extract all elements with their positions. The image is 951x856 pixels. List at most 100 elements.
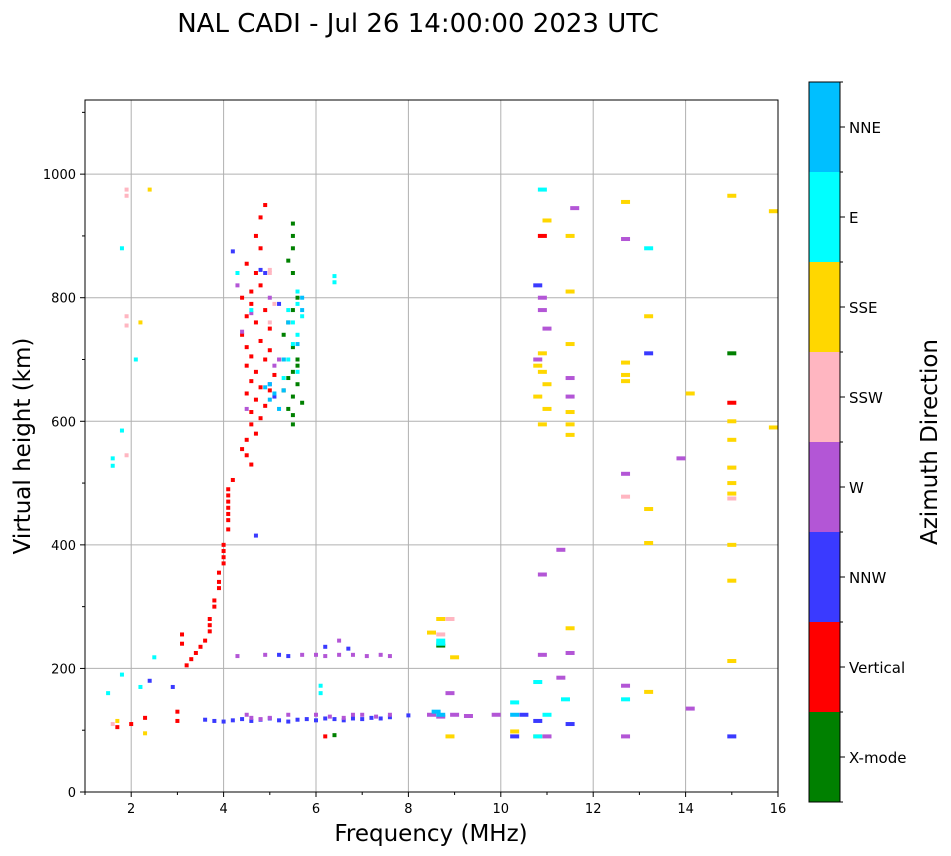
echo-point-w-33 (556, 547, 566, 552)
echo-point-e-29 (318, 691, 323, 696)
echo-point-w-5 (314, 712, 318, 717)
echo-point-vertical-51 (216, 586, 221, 591)
echo-point-e-7 (138, 684, 143, 689)
echo-point-vertical-2 (253, 233, 258, 238)
echo-point-sse-15 (565, 289, 575, 294)
echo-point-vertical-1 (258, 215, 263, 220)
echo-point-nnw-38 (147, 678, 152, 683)
y-tick-label-1: 200 (51, 662, 76, 677)
echo-point-vertical-49 (216, 570, 221, 575)
echo-point-vertical-66 (129, 722, 134, 727)
echo-point-sse-26 (644, 507, 654, 512)
echo-point-nnw-0 (203, 717, 208, 722)
echo-point-nne-8 (281, 357, 286, 362)
echo-point-nnw-10 (295, 717, 300, 722)
echo-point-sse-5 (445, 734, 455, 739)
echo-point-sse-11 (542, 406, 552, 411)
echo-point-w-8 (350, 712, 355, 717)
echo-point-e-31 (436, 641, 446, 646)
echo-point-w-14 (450, 712, 460, 717)
echo-point-x-mode-13 (295, 382, 300, 387)
echo-point-w-26 (337, 638, 342, 643)
x-tick-label-1: 4 (219, 802, 227, 817)
echo-point-ssw-7 (272, 301, 277, 306)
echo-point-x-mode-9 (290, 345, 295, 350)
echo-point-sse-43 (143, 731, 148, 736)
echo-point-w-22 (350, 652, 355, 657)
echo-point-vertical-24 (258, 385, 263, 390)
echo-point-w-53 (244, 406, 249, 411)
echo-point-sse-34 (727, 481, 737, 486)
echo-point-vertical-60 (189, 657, 194, 662)
echo-point-nne-5 (281, 388, 286, 393)
echo-point-nnw-21 (406, 713, 411, 718)
echo-point-ssw-14 (110, 722, 115, 727)
echo-point-vertical-48 (221, 561, 226, 566)
echo-point-vertical-52 (212, 598, 217, 603)
colorbar-label-5: SSE (849, 299, 878, 317)
colorbar-segment-5 (809, 262, 840, 352)
echo-point-sse-16 (565, 342, 575, 347)
echo-point-w-52 (272, 363, 277, 368)
echo-point-vertical-68 (175, 718, 180, 723)
echo-point-nnw-31 (277, 301, 282, 306)
echo-point-vertical-25 (267, 388, 272, 393)
colorbar-segment-7 (809, 82, 840, 172)
y-axis-label: Virtual height (km) (10, 338, 36, 555)
echo-point-vertical-44 (226, 527, 231, 532)
echo-point-sse-28 (644, 689, 654, 694)
colorbar-segment-3 (809, 442, 840, 532)
echo-point-vertical-58 (198, 644, 203, 649)
echo-point-w-24 (378, 652, 383, 657)
echo-point-w-1 (249, 715, 254, 720)
echo-point-x-mode-8 (281, 332, 286, 337)
echo-point-sse-22 (621, 360, 631, 365)
echo-point-vertical-20 (244, 363, 249, 368)
echo-point-sse-24 (621, 379, 631, 384)
echo-point-e-0 (110, 456, 115, 461)
echo-point-sse-8 (537, 369, 547, 374)
echo-point-ssw-12 (727, 496, 737, 501)
echo-point-vertical-3 (258, 246, 263, 251)
echo-point-sse-27 (644, 541, 654, 546)
echo-point-nnw-14 (332, 717, 337, 722)
echo-point-x-mode-18 (290, 413, 295, 418)
echo-point-nnw-37 (644, 351, 654, 356)
echo-point-nne-7 (295, 342, 300, 347)
echo-point-ssw-2 (124, 314, 129, 319)
echo-point-vertical-54 (207, 617, 212, 621)
echo-point-vertical-70 (537, 233, 547, 238)
echo-point-vertical-4 (244, 261, 249, 266)
x-tick-label-6: 14 (677, 802, 694, 817)
echo-point-x-mode-0 (290, 221, 295, 226)
echo-point-sse-1 (138, 320, 143, 325)
echo-point-w-0 (244, 712, 249, 717)
echo-point-e-18 (281, 376, 286, 381)
echo-point-vertical-10 (263, 308, 268, 313)
echo-point-w-2 (258, 717, 263, 722)
echo-point-e-19 (332, 274, 337, 279)
x-tick-label-4: 10 (493, 802, 510, 817)
echo-point-w-51 (240, 329, 245, 334)
echo-point-w-36 (565, 650, 575, 655)
echo-point-vertical-36 (249, 462, 254, 467)
echo-point-ssw-1 (124, 193, 129, 198)
echo-point-vertical-0 (263, 203, 268, 208)
echo-point-vertical-56 (207, 629, 212, 634)
echo-point-e-15 (290, 342, 295, 347)
echo-point-e-4 (133, 357, 138, 362)
echo-point-e-25 (542, 712, 552, 717)
echo-point-ssw-9 (436, 632, 446, 637)
echo-point-w-43 (621, 237, 631, 242)
echo-point-nnw-39 (170, 684, 175, 689)
echo-point-w-27 (445, 691, 455, 696)
echo-point-sse-41 (510, 729, 520, 734)
echo-point-e-26 (621, 697, 631, 702)
echo-point-sse-29 (685, 391, 695, 396)
colorbar-label-1: Vertical (849, 659, 905, 677)
colorbar-segment-4 (809, 352, 840, 442)
echo-point-sse-38 (727, 659, 737, 664)
plot-area (85, 100, 778, 792)
echo-point-x-mode-23 (727, 351, 737, 356)
echo-point-vertical-37 (230, 477, 235, 482)
